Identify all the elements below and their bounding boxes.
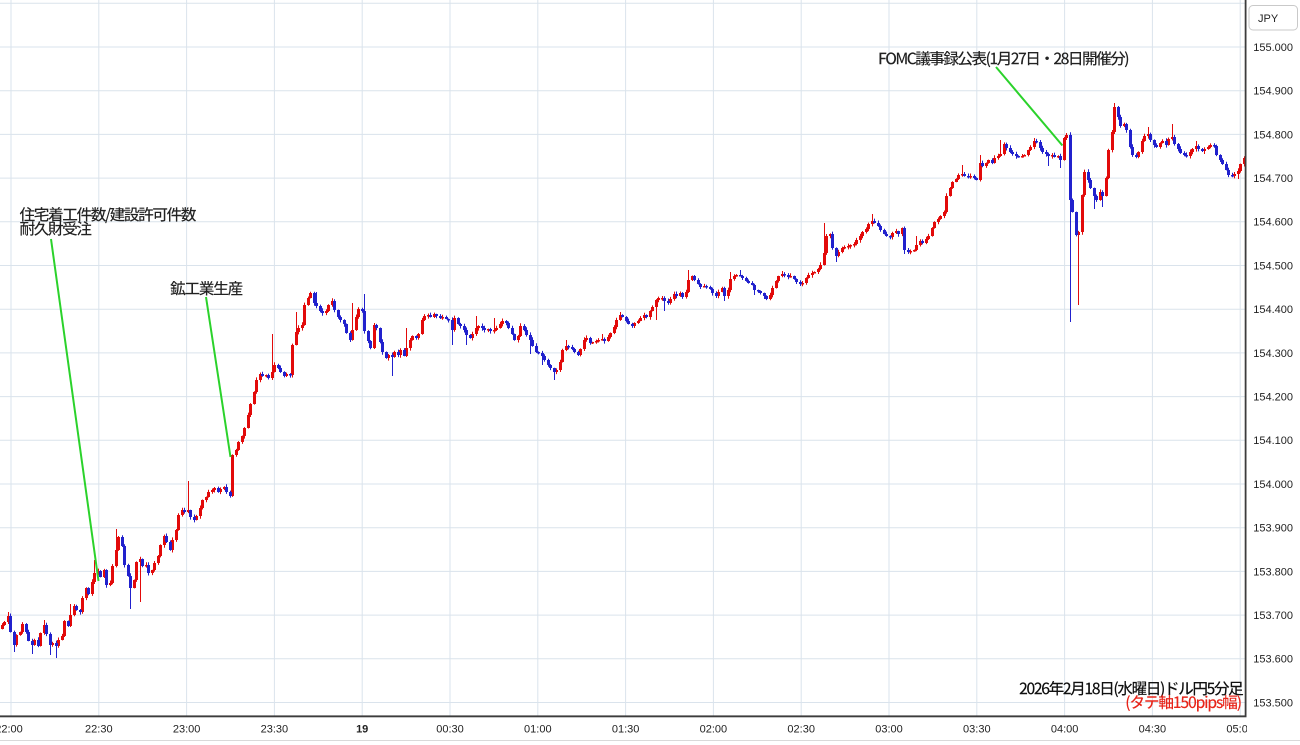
svg-text:154.900: 154.900 [1253,86,1293,98]
svg-text:154.000: 154.000 [1253,479,1293,491]
svg-text:154.200: 154.200 [1253,392,1293,404]
svg-text:155.000: 155.000 [1253,42,1293,54]
svg-text:153.500: 153.500 [1253,697,1293,709]
svg-text:154.800: 154.800 [1253,129,1293,141]
svg-text:154.600: 154.600 [1253,217,1293,229]
svg-text:154.500: 154.500 [1253,260,1293,272]
svg-text:154.300: 154.300 [1253,348,1293,360]
svg-text:03:30: 03:30 [963,724,991,736]
svg-text:01:30: 01:30 [612,724,640,736]
svg-text:23:00: 23:00 [173,724,201,736]
svg-text:04:30: 04:30 [1139,724,1167,736]
svg-text:154.700: 154.700 [1253,173,1293,185]
svg-text:02:00: 02:00 [700,724,728,736]
svg-text:05:00: 05:00 [1226,724,1254,736]
svg-text:154.100: 154.100 [1253,435,1293,447]
svg-text:23:30: 23:30 [261,724,289,736]
svg-text:04:00: 04:00 [1051,724,1079,736]
svg-text:153.800: 153.800 [1253,566,1293,578]
svg-text:154.400: 154.400 [1253,304,1293,316]
svg-text:00:30: 00:30 [436,724,464,736]
svg-text:153.600: 153.600 [1253,654,1293,666]
svg-text:153.700: 153.700 [1253,610,1293,622]
svg-text:JPY: JPY [1258,13,1279,25]
svg-text:22:30: 22:30 [85,724,113,736]
svg-text:19: 19 [356,724,368,736]
svg-text:02:30: 02:30 [787,724,815,736]
svg-text:01:00: 01:00 [524,724,552,736]
svg-text:153.900: 153.900 [1253,523,1293,535]
svg-text:03:00: 03:00 [875,724,903,736]
svg-text:22:00: 22:00 [0,724,23,736]
